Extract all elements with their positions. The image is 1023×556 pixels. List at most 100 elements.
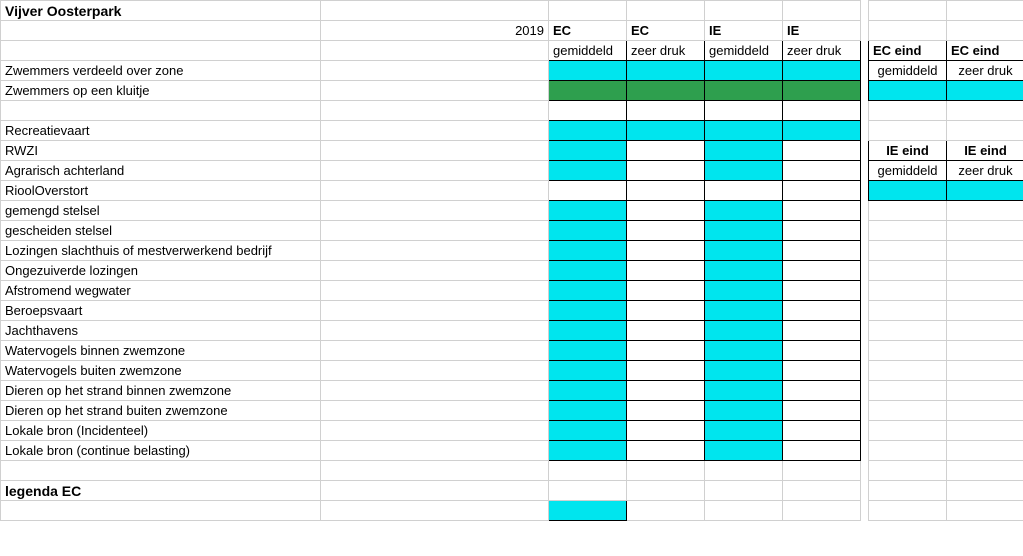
data-cell <box>783 121 861 141</box>
side-cell <box>869 181 947 201</box>
col-header: EC <box>627 21 705 41</box>
side-cell <box>869 81 947 101</box>
data-cell <box>705 121 783 141</box>
data-cell <box>627 441 705 461</box>
ie-eind-sub: zeer druk <box>947 161 1023 181</box>
data-cell <box>627 301 705 321</box>
row-label: Beroepsvaart <box>1 301 321 321</box>
data-cell <box>549 401 627 421</box>
data-cell <box>627 61 705 81</box>
ie-eind-header: IE eind <box>947 141 1023 161</box>
data-cell <box>627 161 705 181</box>
data-cell <box>783 61 861 81</box>
row-label: Afstromend wegwater <box>1 281 321 301</box>
data-cell <box>783 381 861 401</box>
data-cell <box>783 441 861 461</box>
row-label: Ongezuiverde lozingen <box>1 261 321 281</box>
data-cell <box>627 261 705 281</box>
data-cell <box>627 341 705 361</box>
row-label: gescheiden stelsel <box>1 221 321 241</box>
data-cell <box>705 221 783 241</box>
data-cell <box>783 141 861 161</box>
data-cell <box>705 241 783 261</box>
data-cell <box>783 181 861 201</box>
row-label: Recreatievaart <box>1 121 321 141</box>
row-label: RWZI <box>1 141 321 161</box>
data-cell <box>627 121 705 141</box>
data-cell <box>549 121 627 141</box>
data-cell <box>549 81 627 101</box>
data-cell <box>705 401 783 421</box>
data-cell <box>705 201 783 221</box>
data-cell <box>627 101 705 121</box>
data-cell <box>627 321 705 341</box>
row-label: Lokale bron (Incidenteel) <box>1 421 321 441</box>
data-cell <box>627 201 705 221</box>
row-label: Dieren op het strand buiten zwemzone <box>1 401 321 421</box>
row-label <box>1 101 321 121</box>
data-cell <box>783 261 861 281</box>
col-subheader: gemiddeld <box>549 41 627 61</box>
data-cell <box>783 361 861 381</box>
data-cell <box>549 161 627 181</box>
data-cell <box>627 421 705 441</box>
data-cell <box>627 281 705 301</box>
legend-swatch <box>549 501 627 521</box>
col-header: EC <box>549 21 627 41</box>
row-label: Agrarisch achterland <box>1 161 321 181</box>
data-cell <box>627 241 705 261</box>
row-label: Dieren op het strand binnen zwemzone <box>1 381 321 401</box>
data-cell <box>549 201 627 221</box>
col-header: IE <box>783 21 861 41</box>
data-cell <box>627 401 705 421</box>
data-cell <box>705 301 783 321</box>
data-cell <box>549 221 627 241</box>
data-cell <box>783 301 861 321</box>
data-cell <box>627 361 705 381</box>
data-cell <box>783 101 861 121</box>
data-cell <box>705 61 783 81</box>
data-cell <box>549 181 627 201</box>
data-cell <box>705 181 783 201</box>
data-cell <box>549 241 627 261</box>
data-cell <box>627 181 705 201</box>
data-cell <box>627 381 705 401</box>
data-cell <box>549 61 627 81</box>
ec-eind-sub: gemiddeld <box>869 61 947 81</box>
page-title: Vijver Oosterpark <box>1 1 321 21</box>
data-cell <box>783 421 861 441</box>
data-cell <box>783 341 861 361</box>
data-cell <box>705 261 783 281</box>
data-cell <box>783 221 861 241</box>
row-label: Watervogels binnen zwemzone <box>1 341 321 361</box>
row-label: Jachthavens <box>1 321 321 341</box>
data-cell <box>705 281 783 301</box>
data-cell <box>549 341 627 361</box>
side-cell <box>947 181 1023 201</box>
data-cell <box>705 441 783 461</box>
data-cell <box>705 141 783 161</box>
row-label: gemengd stelsel <box>1 201 321 221</box>
ec-eind-header: EC eind <box>947 41 1023 61</box>
data-cell <box>705 361 783 381</box>
data-cell <box>705 321 783 341</box>
col-subheader: gemiddeld <box>705 41 783 61</box>
data-cell <box>549 361 627 381</box>
row-label: Zwemmers verdeeld over zone <box>1 61 321 81</box>
row-label: Lokale bron (continue belasting) <box>1 441 321 461</box>
data-cell <box>783 321 861 341</box>
data-cell <box>627 221 705 241</box>
sheet-table: Vijver Oosterpark 2019 EC EC IE IE gemid… <box>0 0 1023 521</box>
data-cell <box>783 161 861 181</box>
legend-title: legenda EC <box>1 481 321 501</box>
ie-eind-header: IE eind <box>869 141 947 161</box>
data-cell <box>549 301 627 321</box>
row-label: Lozingen slachthuis of mestverwerkend be… <box>1 241 321 261</box>
year-cell: 2019 <box>321 21 549 41</box>
data-cell <box>549 441 627 461</box>
data-cell <box>783 241 861 261</box>
data-cell <box>783 81 861 101</box>
data-cell <box>549 261 627 281</box>
row-label: Zwemmers op een kluitje <box>1 81 321 101</box>
data-cell <box>705 101 783 121</box>
